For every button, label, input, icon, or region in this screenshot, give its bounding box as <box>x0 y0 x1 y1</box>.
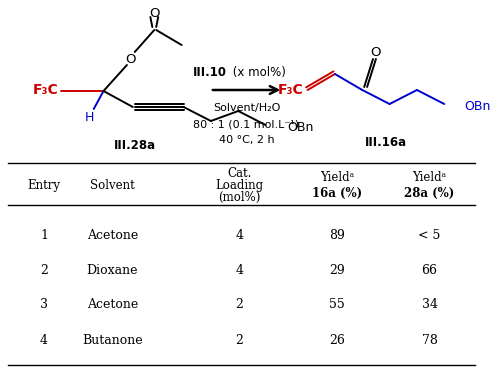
Text: F₃C: F₃C <box>33 83 59 97</box>
Text: < 5: < 5 <box>418 229 441 242</box>
Text: Yieldᵃ: Yieldᵃ <box>320 171 354 184</box>
Text: OBn: OBn <box>287 121 313 134</box>
Text: III.16a: III.16a <box>365 135 407 148</box>
Text: 89: 89 <box>329 229 345 242</box>
Text: 4: 4 <box>235 263 243 276</box>
Text: 2: 2 <box>235 333 243 346</box>
Text: 28a (%): 28a (%) <box>405 186 455 199</box>
Text: O: O <box>125 53 136 65</box>
Text: Acetone: Acetone <box>86 229 138 242</box>
Text: Loading: Loading <box>215 178 263 192</box>
Text: O: O <box>149 7 160 20</box>
Text: 4: 4 <box>40 333 48 346</box>
Text: Solvent/H₂O: Solvent/H₂O <box>213 103 280 113</box>
Text: Solvent: Solvent <box>90 178 135 192</box>
Text: F₃C: F₃C <box>278 83 304 97</box>
Text: Butanone: Butanone <box>82 333 143 346</box>
Text: OBn: OBn <box>464 100 490 112</box>
Text: 55: 55 <box>329 299 345 312</box>
Text: (x mol%): (x mol%) <box>229 65 286 78</box>
Text: III.10: III.10 <box>193 65 227 78</box>
Text: Entry: Entry <box>28 178 60 192</box>
Text: 34: 34 <box>421 299 438 312</box>
Text: 2: 2 <box>40 263 48 276</box>
Text: H: H <box>85 111 94 124</box>
Text: 16a (%): 16a (%) <box>312 186 362 199</box>
Text: 1: 1 <box>40 229 48 242</box>
Text: Dioxane: Dioxane <box>86 263 138 276</box>
Text: 66: 66 <box>421 263 438 276</box>
Text: Acetone: Acetone <box>86 299 138 312</box>
Text: 40 °C, 2 h: 40 °C, 2 h <box>219 135 274 145</box>
Text: Cat.: Cat. <box>227 166 251 179</box>
Text: 4: 4 <box>235 229 243 242</box>
Text: 2: 2 <box>235 299 243 312</box>
Text: 26: 26 <box>329 333 345 346</box>
Text: 3: 3 <box>40 299 48 312</box>
Text: Yieldᵃ: Yieldᵃ <box>412 171 447 184</box>
Text: 80 : 1 (0.1 mol.L⁻¹): 80 : 1 (0.1 mol.L⁻¹) <box>194 119 299 129</box>
Text: 78: 78 <box>422 333 438 346</box>
Text: III.28a: III.28a <box>114 138 156 151</box>
Text: 29: 29 <box>329 263 345 276</box>
Text: (mol%): (mol%) <box>218 191 260 204</box>
Text: O: O <box>370 46 381 58</box>
